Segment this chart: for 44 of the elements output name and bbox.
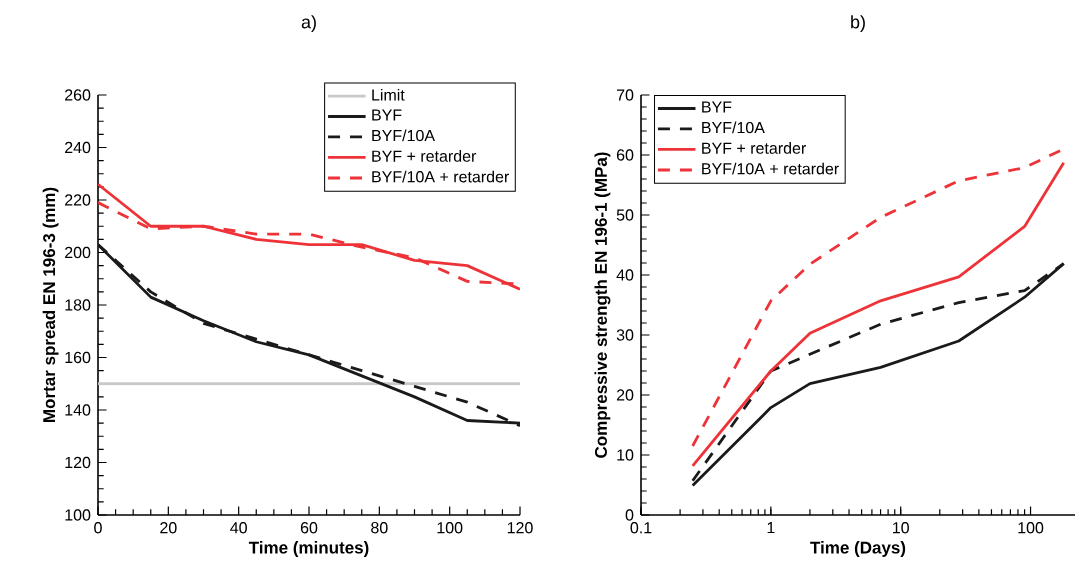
x-tick-label: 100: [1018, 522, 1044, 534]
y-tick-label: 10: [617, 449, 634, 461]
y-axis-title: Mortar spread EN 196-3 (mm): [42, 187, 59, 422]
x-axis-title: Time (Days): [810, 541, 906, 557]
y-tick-label: 140: [65, 404, 91, 416]
x-tick-label: 0: [94, 522, 102, 534]
legend-label: BYF + retarder: [702, 142, 806, 154]
y-tick-label: 60: [616, 149, 634, 161]
legend-label: BYF/10A + retarder: [702, 162, 839, 175]
x-tick-label: 120: [507, 522, 533, 534]
legend-label: BYF: [702, 101, 732, 113]
y-tick-label: 70: [616, 89, 634, 101]
legend-label: Limit: [372, 88, 405, 101]
chart-title: b): [851, 15, 865, 32]
line-series: [98, 182, 521, 291]
y-tick-label: 0: [625, 509, 634, 521]
legend-label: BYF/10A: [372, 129, 435, 142]
y-axis-title: Compressive strength EN 196-1 (MPa): [594, 152, 611, 458]
y-tick-label: 50: [616, 209, 634, 221]
y-tick-label: 40: [616, 269, 634, 281]
x-tick-label: 60: [300, 522, 318, 534]
chart-title: a): [301, 15, 316, 32]
y-tick-label: 180: [65, 299, 91, 311]
x-tick-label: 80: [371, 522, 388, 534]
legend-label: BYF/10A: [702, 121, 765, 134]
y-tick-label: 240: [65, 141, 91, 154]
x-tick-label: 40: [230, 522, 247, 534]
legend-label: BYF + retarder: [372, 150, 477, 162]
x-tick-label: 1: [767, 522, 775, 534]
x-axis-title: Time (minutes): [248, 541, 369, 557]
x-tick-label: 100: [437, 522, 463, 534]
y-tick-label: 100: [65, 509, 91, 521]
x-tick-label: 20: [160, 522, 177, 534]
y-tick-label: 120: [65, 456, 91, 469]
y-tick-label: 200: [65, 246, 91, 259]
x-tick-label: 10: [893, 522, 909, 534]
legend-label: BYF/10A + retarder: [372, 170, 509, 183]
y-tick-label: 260: [65, 89, 91, 101]
y-tick-label: 20: [616, 389, 634, 401]
x-tick-label: 0.1: [630, 522, 652, 534]
legend-label: BYF: [372, 109, 402, 121]
y-tick-label: 160: [65, 351, 91, 364]
y-tick-label: 220: [65, 194, 91, 206]
y-tick-label: 30: [616, 329, 634, 341]
